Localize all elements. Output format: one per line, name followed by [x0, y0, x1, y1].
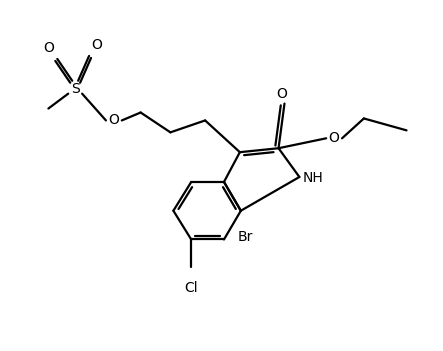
Text: O: O [329, 131, 339, 145]
Text: O: O [92, 38, 102, 52]
Text: O: O [276, 87, 287, 101]
Text: O: O [43, 41, 54, 55]
Text: S: S [71, 82, 80, 96]
Text: NH: NH [303, 171, 323, 185]
Text: Br: Br [238, 230, 253, 244]
Text: Cl: Cl [184, 281, 198, 295]
Text: O: O [109, 113, 119, 127]
